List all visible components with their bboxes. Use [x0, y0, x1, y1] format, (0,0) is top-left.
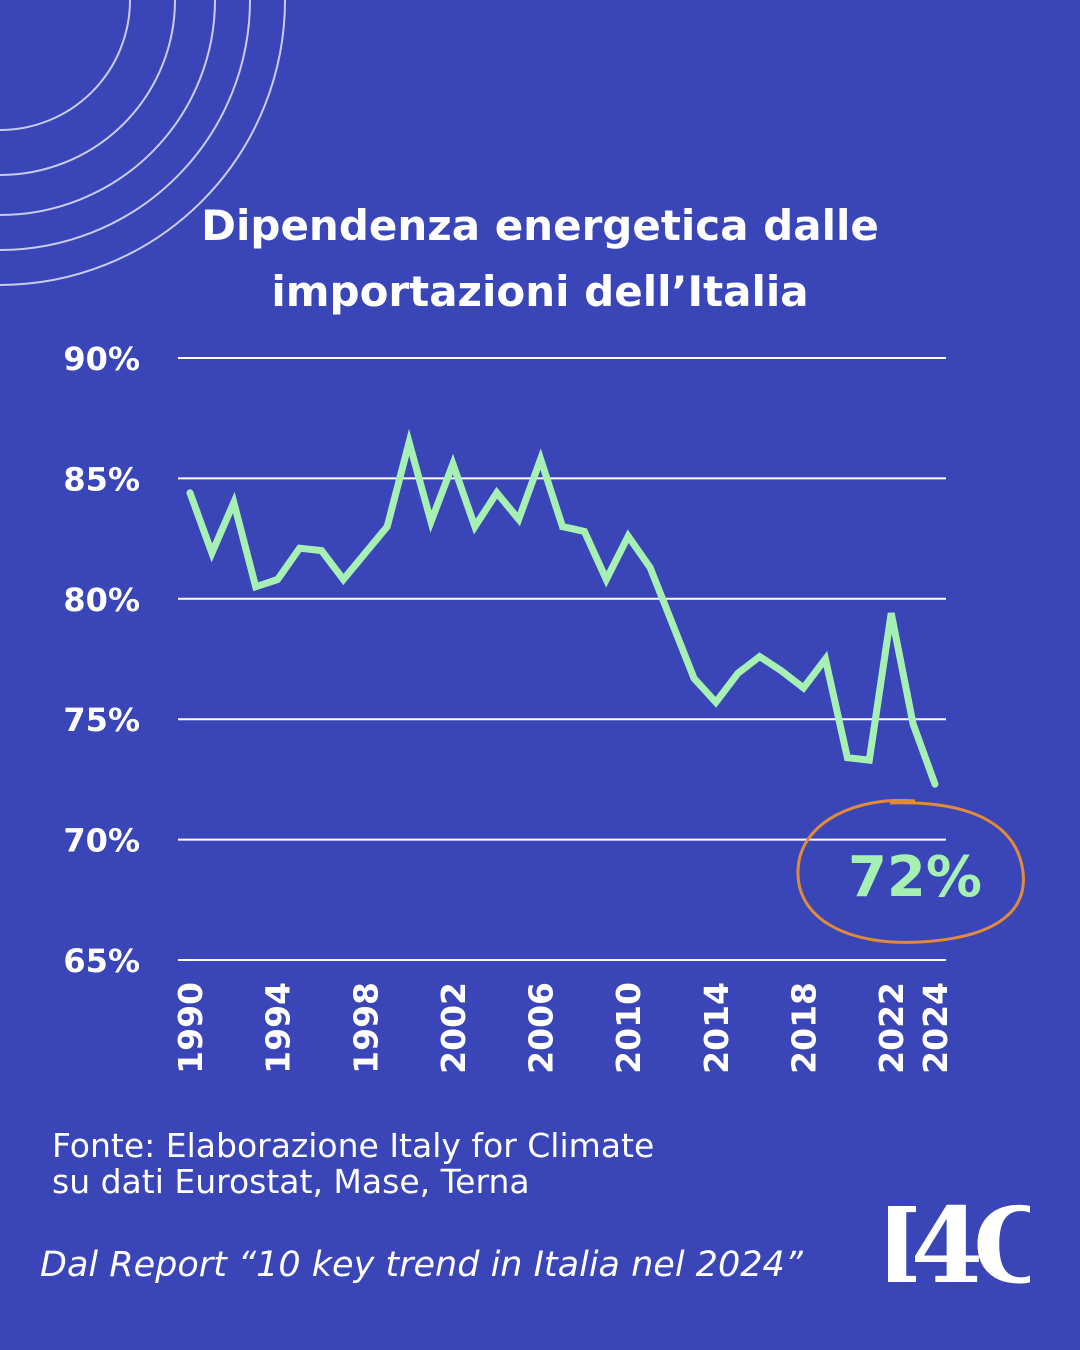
chart-title: Dipendenza energetica dalle importazioni…: [0, 193, 1080, 325]
y-tick-label: 85%: [63, 460, 140, 498]
data-point: [496, 492, 498, 494]
x-tick-label: 2010: [609, 982, 648, 1074]
x-tick-label: 2002: [434, 982, 473, 1074]
data-point: [912, 723, 914, 725]
data-point: [824, 658, 826, 660]
data-point: [386, 526, 388, 528]
data-point: [781, 670, 783, 672]
data-point: [693, 677, 695, 679]
line-chart: 90% 85% 80% 75% 70% 65% 1990 1994 1998 2002 2006 2…: [63, 340, 1025, 1074]
x-tick-label: 2006: [522, 982, 561, 1074]
data-point: [671, 622, 673, 624]
x-axis-ticks: 1990 1994 1998 2002 2006 2010 2014 2018 2022 2024: [171, 982, 955, 1074]
highlight-value-label: 72%: [848, 845, 982, 910]
highlight-circle: [796, 798, 1025, 944]
data-point: [430, 521, 432, 523]
x-tick-label: 2018: [785, 982, 824, 1074]
data-point: [540, 458, 542, 460]
data-point: [890, 612, 892, 614]
x-tick-label: 2024: [916, 982, 955, 1074]
y-tick-label: 65%: [63, 942, 140, 980]
data-point: [759, 656, 761, 658]
grid-lines: [178, 357, 946, 961]
data-point: [605, 579, 607, 581]
x-tick-label: 1990: [171, 982, 210, 1074]
y-tick-label: 70%: [63, 822, 140, 860]
data-point: [299, 547, 301, 549]
y-tick-label: 80%: [63, 581, 140, 619]
highlight-annotation: 72%: [796, 798, 1025, 944]
x-tick-label: 2022: [872, 982, 911, 1074]
x-tick-label: 1998: [346, 982, 385, 1074]
data-point: [518, 518, 520, 520]
data-point: [342, 579, 344, 581]
data-point: [649, 566, 651, 568]
source-line1: Fonte: Elaborazione Italy for Climate: [52, 1126, 655, 1165]
data-point: [474, 526, 476, 528]
chart-title-line2: importazioni dell’Italia: [271, 267, 809, 316]
y-tick-label: 90%: [63, 340, 140, 378]
logo-text: I4C: [888, 1190, 1030, 1290]
data-point: [364, 552, 366, 554]
data-point: [715, 701, 717, 703]
data-point: [803, 687, 805, 689]
data-point: [452, 463, 454, 465]
data-point: [846, 757, 848, 759]
source-line2: su dati Eurostat, Mase, Terna: [52, 1162, 530, 1201]
data-point: [583, 530, 585, 532]
source-note: Fonte: Elaborazione Italy for Climate su…: [52, 1128, 654, 1200]
data-point: [277, 579, 279, 581]
data-point: [627, 535, 629, 537]
data-point: [320, 550, 322, 552]
data-point: [408, 441, 410, 443]
data-point: [562, 526, 563, 528]
x-tick-label: 2014: [697, 982, 736, 1074]
data-point: [737, 672, 739, 674]
i4c-logo: I4C: [888, 1190, 1030, 1290]
data-point: [934, 783, 936, 785]
data-point: [868, 759, 870, 761]
report-note: Dal Report “10 key trend in Italia nel 2…: [40, 1245, 803, 1285]
data-point: [255, 586, 257, 588]
data-point: [189, 492, 191, 494]
y-tick-label: 75%: [63, 701, 140, 739]
chart-title-line1: Dipendenza energetica dalle: [201, 201, 879, 250]
data-point: [233, 501, 235, 503]
series-line-group: [186, 428, 939, 788]
y-axis-ticks: 90% 85% 80% 75% 70% 65%: [63, 340, 140, 980]
series-line: [186, 428, 939, 788]
x-tick-label: 1994: [259, 982, 298, 1074]
data-point: [211, 552, 213, 554]
